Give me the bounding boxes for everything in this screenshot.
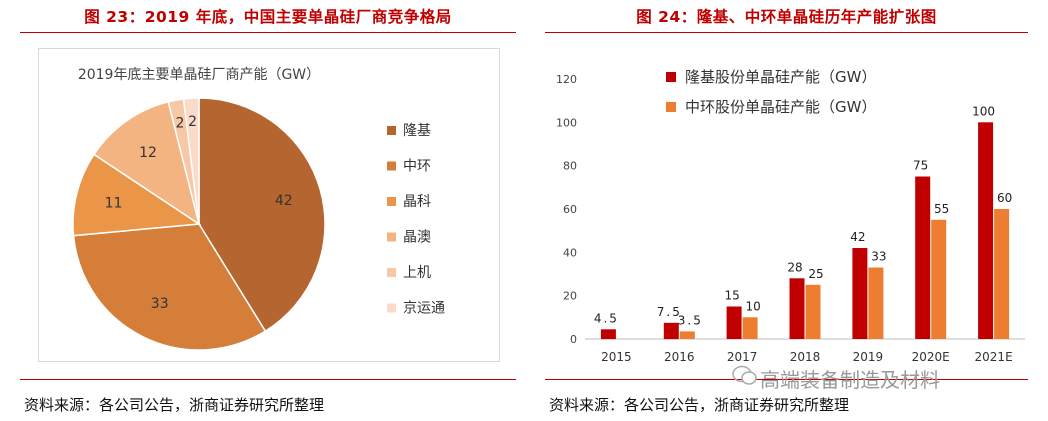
bar-series1-6 xyxy=(915,176,931,339)
pie-slice-3 xyxy=(72,153,202,237)
right-figure-title: 图 24：隆基、中环单晶硅历年产能扩张图 xyxy=(636,8,937,26)
right-top-rule xyxy=(545,32,1028,33)
pie-slice-1 xyxy=(198,97,326,333)
pie-data-label-5: 2 xyxy=(176,115,185,131)
bar-data-label-series1-1: 4.5 xyxy=(594,311,619,325)
bar-data-label-series1-5: 42 xyxy=(850,230,865,244)
bar-legend-swatch-2 xyxy=(666,102,676,112)
y-tick-label-120: 120 xyxy=(556,73,577,86)
y-tick-label-60: 60 xyxy=(563,203,577,216)
left-figure-panel: 图 23：2019 年底，中国主要单晶硅厂商竞争格局 2019年底主要单晶硅厂商… xyxy=(20,0,516,421)
y-tick-label-100: 100 xyxy=(556,116,577,129)
bar-series1-1 xyxy=(600,329,616,340)
bar-legend-label-2: 中环股份单晶硅产能（GW） xyxy=(685,98,876,116)
bar-data-label-series2-5: 33 xyxy=(871,250,886,264)
bar-data-label-series2-6: 55 xyxy=(934,202,949,216)
x-tick-label-5: 2019 xyxy=(853,350,884,364)
left-top-rule xyxy=(20,32,516,33)
pie-data-label-6: 2 xyxy=(188,114,197,130)
right-bottom-rule xyxy=(545,379,1028,380)
left-bottom-rule xyxy=(20,379,516,380)
left-figure-title: 图 23：2019 年底，中国主要单晶硅厂商竞争格局 xyxy=(84,8,452,26)
y-tick-label-0: 0 xyxy=(570,333,577,346)
pie-legend-swatch-5 xyxy=(387,268,396,277)
x-tick-label-4: 2018 xyxy=(790,350,821,364)
pie-data-label-4: 12 xyxy=(139,145,157,161)
bar-data-label-series1-7: 100 xyxy=(972,104,995,118)
bar-data-label-series2-2: 3.5 xyxy=(678,313,703,327)
pie-chart-title: 2019年底主要单晶硅厂商产能（GW） xyxy=(78,67,320,83)
x-tick-label-2: 2016 xyxy=(664,350,695,364)
y-tick-label-80: 80 xyxy=(563,160,577,173)
pie-chart-frame: 2019年底主要单晶硅厂商产能（GW） 42 33 11 12 2 2 隆基中环晶科晶澳上机京… xyxy=(38,48,500,362)
pie-chart: 2019年底主要单晶硅厂商产能（GW） 42 33 11 12 2 2 隆基中环晶科晶澳上机京… xyxy=(72,67,445,351)
wechat-icon xyxy=(732,365,757,385)
bar-series1-4 xyxy=(789,278,805,339)
bar-series1-7 xyxy=(978,122,994,339)
left-source-note: 资料来源：各公司公告，浙商证券研究所整理 xyxy=(24,396,325,414)
pie-legend-label-2: 中环 xyxy=(403,159,431,175)
pie-slice-4 xyxy=(92,100,201,226)
bar-series1-3 xyxy=(726,306,742,339)
bar-series2-6 xyxy=(931,219,947,339)
bar-series1-2 xyxy=(663,322,679,340)
bar-data-label-series2-4: 25 xyxy=(808,267,823,281)
x-tick-label-6: 2020E xyxy=(912,350,950,364)
bar-data-label-series2-3: 10 xyxy=(745,299,760,313)
pie-legend-label-3: 晶科 xyxy=(403,194,431,210)
bar-data-label-series1-2: 7.5 xyxy=(657,305,682,319)
bar-series2-4 xyxy=(805,284,821,339)
x-tick-label-7: 2021E xyxy=(975,350,1013,364)
pie-legend-label-1: 隆基 xyxy=(403,122,431,139)
bar-data-label-series1-3: 15 xyxy=(724,289,739,303)
bar-series1-5 xyxy=(852,248,868,339)
pie-legend-swatch-2 xyxy=(387,161,396,171)
y-tick-label-20: 20 xyxy=(563,290,577,303)
pie-legend-swatch-1 xyxy=(387,126,396,135)
y-tick-label-40: 40 xyxy=(563,246,577,259)
bar-series2-2 xyxy=(679,331,695,339)
right-figure-panel: 图 24：隆基、中环单晶硅历年产能扩张图 0 20 40 60 80 100 120 2015… xyxy=(545,0,1028,421)
pie-data-label-2: 33 xyxy=(151,296,169,312)
pie-data-label-1: 42 xyxy=(275,193,293,209)
bar-legend-label-1: 隆基股份单晶硅产能（GW） xyxy=(685,68,876,86)
pie-legend-label-5: 上机 xyxy=(403,265,431,281)
bar-series2-5 xyxy=(868,267,884,339)
bar-data-label-series1-4: 28 xyxy=(787,260,802,274)
bar-chart: 0 20 40 60 80 100 120 2015 4.5 2016 7.53.5 2017 15 10… xyxy=(556,68,1025,364)
pie-legend-swatch-4 xyxy=(387,232,396,242)
bar-series2-7 xyxy=(994,209,1010,339)
x-tick-label-1: 2015 xyxy=(601,350,632,364)
pie-slice-2 xyxy=(72,223,267,351)
bar-legend-swatch-1 xyxy=(666,72,676,82)
pie-legend-label-6: 京运通 xyxy=(403,301,445,317)
bar-data-label-series1-6: 75 xyxy=(913,159,928,173)
right-source-note: 资料来源：各公司公告，浙商证券研究所整理 xyxy=(549,396,850,414)
pie-legend-label-4: 晶澳 xyxy=(403,230,431,246)
pie-slice-6 xyxy=(182,97,200,225)
bar-data-label-series2-7: 60 xyxy=(997,191,1012,205)
x-tick-label-3: 2017 xyxy=(727,350,758,364)
pie-legend-swatch-3 xyxy=(387,197,396,206)
pie-legend-swatch-6 xyxy=(387,303,396,313)
bar-series2-3 xyxy=(742,317,758,339)
watermark-text: 高端装备制造及材料 xyxy=(760,368,940,392)
pie-data-label-3: 11 xyxy=(105,196,123,212)
